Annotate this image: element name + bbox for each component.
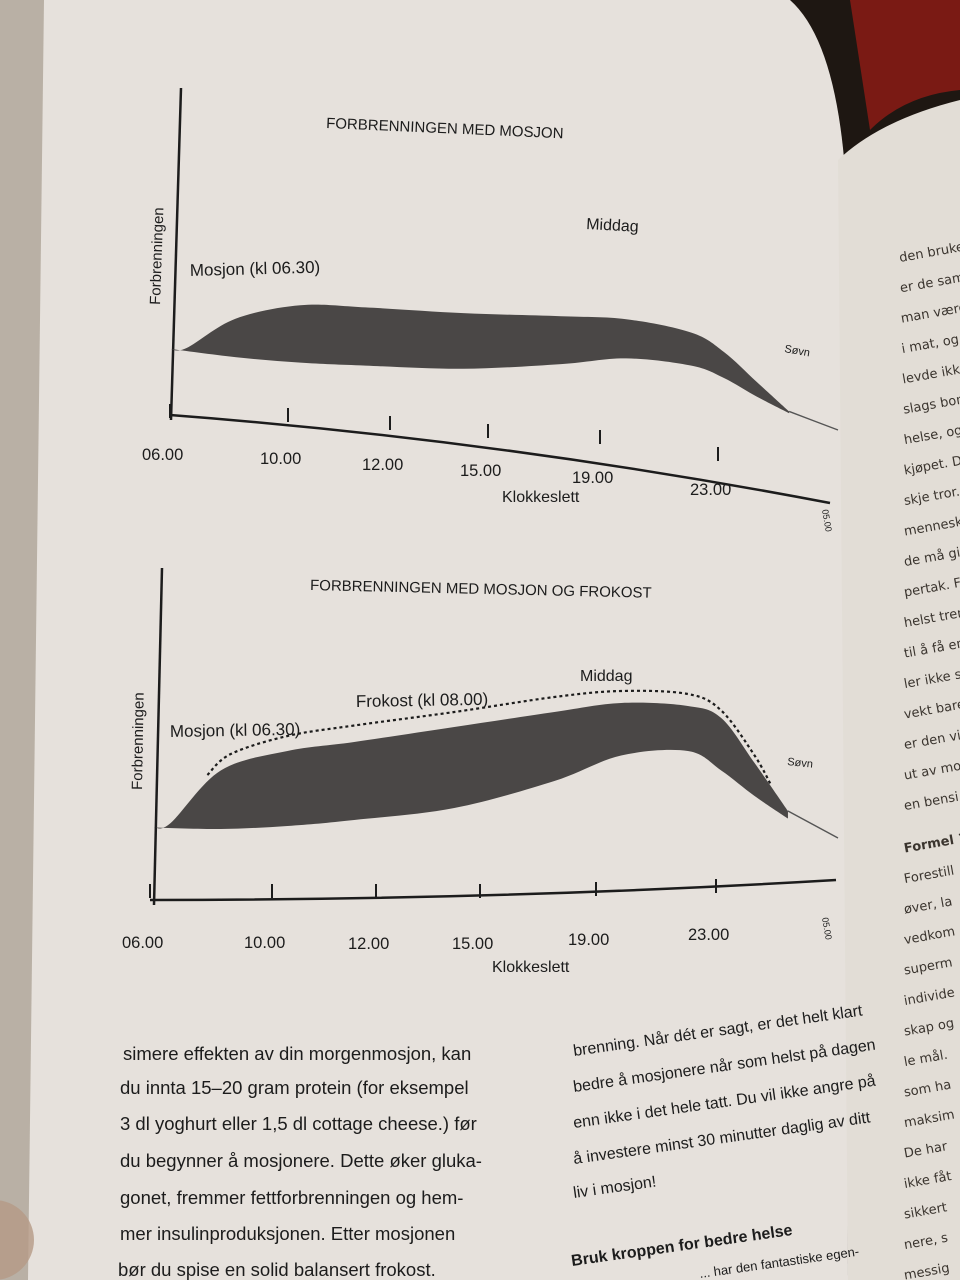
chart-1-label-mosjon: Mosjon (kl 06.30) [190, 258, 321, 280]
chart-2-tick-label: 12.00 [348, 935, 389, 953]
chart-2-tick-label: 05.00 [820, 917, 834, 941]
chart-1-label-middag: Middag [586, 216, 639, 236]
chart-2-tail-line [787, 810, 839, 839]
chart-2-x-axis [149, 878, 837, 902]
chart-2-tick-label: 19.00 [568, 931, 609, 949]
chart-1-tick-label: 12.00 [362, 456, 403, 474]
left-text-line: gonet, fremmer fettforbrenningen og hem- [120, 1187, 463, 1208]
chart-1-ylabel: Forbrenningen [147, 207, 167, 305]
chart-2-area [154, 702, 788, 830]
left-text-line: du innta 15–20 gram protein (for eksempe… [120, 1077, 469, 1098]
chart-2-tick-label: 06.00 [122, 934, 163, 952]
chart-2-tick-label: 10.00 [244, 934, 285, 952]
chart-1-tick-label: 06.00 [142, 446, 183, 464]
chart-2-tick-label: 15.00 [452, 935, 493, 953]
left-text-line: bør du spise en solid balansert frokost. [118, 1259, 436, 1280]
chart-1-tick-label: 23.00 [690, 481, 731, 499]
chart-1-tick-label: 10.00 [260, 450, 301, 468]
red-book-cover [850, 0, 960, 130]
chart-2-y-axis [152, 567, 164, 906]
chart-1-tick-label: 05.00 [820, 509, 834, 533]
chart-2-tick-label: 23.00 [688, 926, 729, 944]
left-text-line: simere effekten av din morgenmosjon, kan [123, 1043, 471, 1064]
chart-1-tick-label: 19.00 [572, 469, 613, 487]
chart-2-label-frokost: Frokost (kl 08.00) [356, 690, 489, 711]
left-text-line: du begynner å mosjonere. Dette øker gluk… [120, 1150, 482, 1171]
chart-1-label-sovn: Søvn [783, 343, 810, 359]
chart-2-frokost-dotted-line [206, 689, 773, 787]
chart-2-xlabel: Klokkeslett [492, 959, 570, 976]
chart-1-area [170, 304, 790, 414]
chart-2-ylabel: Forbrenningen [129, 692, 148, 790]
chart-2-label-sovn: Søvn [787, 756, 814, 771]
chart-1-y-axis [169, 87, 183, 421]
chart-2-label-mosjon: Mosjon (kl 06.30) [170, 720, 301, 741]
chart-2-label-middag: Middag [580, 668, 632, 685]
chart-2: FORBRENNINGEN MED MOSJON OG FROKOST Forb… [122, 567, 839, 976]
chart-1-x-axis [169, 413, 831, 505]
left-text-line: mer insulinproduksjonen. Etter mosjonen [120, 1223, 455, 1244]
chart-1-tick-label: 15.00 [460, 462, 501, 480]
side-page-line: sikkert [903, 1200, 948, 1222]
left-text-column: simere effekten av din morgenmosjon, kan… [118, 1043, 482, 1280]
side-page [838, 100, 960, 1280]
finger-shadow [0, 1200, 34, 1280]
chart-1-tail-line [788, 410, 839, 431]
chart-1-xlabel: Klokkeslett [502, 489, 580, 506]
left-text-line: 3 dl yoghurt eller 1,5 dl cottage cheese… [120, 1113, 477, 1134]
